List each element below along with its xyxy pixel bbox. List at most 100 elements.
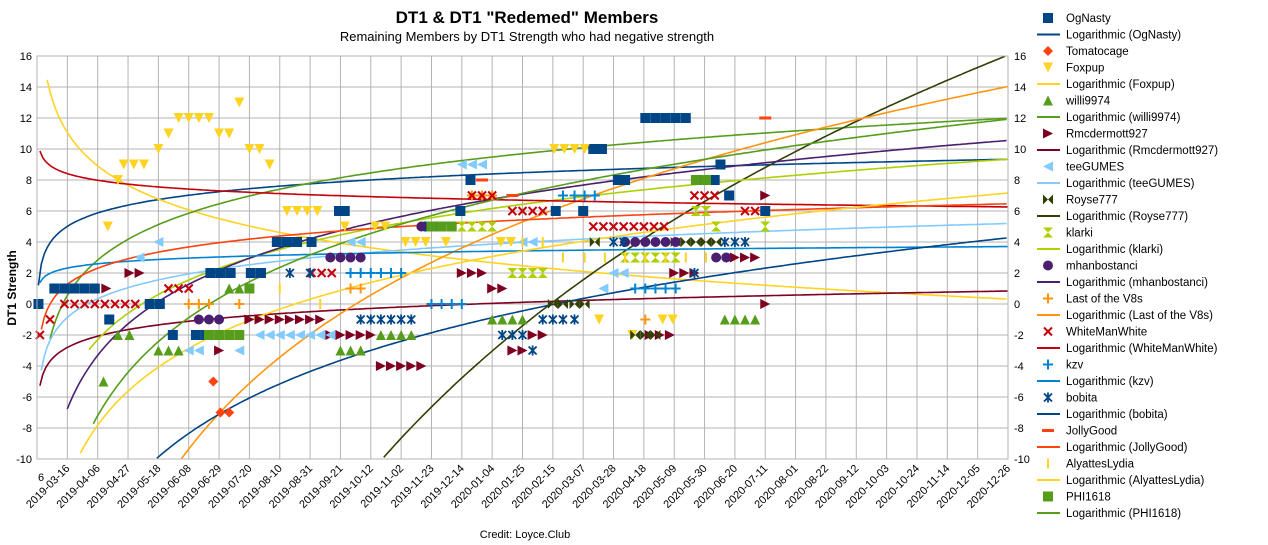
data-point-6-5 <box>630 330 641 340</box>
data-point-11-7 <box>436 299 447 309</box>
data-point-4-28 <box>517 345 528 356</box>
credit-text: Credit: Loyce.Club <box>480 529 571 541</box>
legend-label: Logarithmic (kzv) <box>1066 376 1154 388</box>
legend-entry-1: Logarithmic (OgNasty) <box>1037 30 1181 42</box>
data-point-2-1 <box>112 175 123 185</box>
legend-entry-11: Royse777 <box>1043 194 1118 207</box>
y-tick-label-left: -10 <box>16 454 32 466</box>
data-point-2-9 <box>193 113 204 123</box>
data-point-0-42 <box>760 206 771 216</box>
data-point-4-26 <box>497 283 508 294</box>
data-point-10-29 <box>649 221 659 232</box>
data-point-9-9 <box>640 314 651 325</box>
data-point-8-3 <box>325 252 336 263</box>
data-point-3-18 <box>507 314 518 325</box>
data-point-0-41 <box>724 190 735 201</box>
data-point-7-7 <box>537 268 548 278</box>
data-point-3-0 <box>98 376 109 387</box>
legend-label: teeGUMES <box>1066 162 1124 174</box>
legend-label: Logarithmic (Royse777) <box>1066 211 1188 223</box>
data-point-12-19 <box>720 237 730 247</box>
data-point-0-12 <box>205 268 216 278</box>
y-tick-label-left: 6 <box>26 206 32 218</box>
data-point-0-37 <box>680 113 691 123</box>
data-point-2-33 <box>579 144 590 154</box>
data-point-11-1 <box>355 268 366 278</box>
data-point-4-25 <box>487 283 498 294</box>
data-point-10-9 <box>130 299 140 309</box>
data-point-14-0 <box>278 283 281 294</box>
data-point-2-18 <box>292 206 303 216</box>
data-point-7-4 <box>507 268 518 278</box>
data-point-4-33 <box>664 330 675 340</box>
data-point-5-0 <box>134 252 145 263</box>
data-point-5-20 <box>608 268 619 278</box>
data-point-0-16 <box>255 268 266 278</box>
data-point-2-14 <box>244 144 255 154</box>
data-point-4-7 <box>274 314 285 325</box>
data-point-2-12 <box>224 128 235 139</box>
data-point-10-24 <box>598 221 609 232</box>
legend-label: Logarithmic (Last of the V8s) <box>1066 310 1213 322</box>
data-point-4-16 <box>365 330 376 340</box>
data-point-3-17 <box>497 314 508 325</box>
trendline-2 <box>49 117 1007 340</box>
data-point-0-29 <box>588 144 599 154</box>
data-point-8-2 <box>214 314 225 325</box>
data-point-6-1 <box>557 299 568 309</box>
data-point-5-2 <box>183 345 194 356</box>
data-point-9-0 <box>183 299 194 309</box>
y-tick-label-right: -8 <box>1014 423 1024 435</box>
data-point-0-34 <box>650 113 661 123</box>
data-point-7-1 <box>466 221 477 232</box>
data-point-7-6 <box>527 268 538 278</box>
data-point-2-11 <box>214 128 225 139</box>
data-point-3-13 <box>386 330 397 340</box>
data-point-10-1 <box>45 314 55 325</box>
legend-entry-15: mhanbostanci <box>1043 260 1138 273</box>
data-point-0-8 <box>154 299 165 309</box>
y-tick-label-left: 2 <box>26 268 32 280</box>
legend-marker-swatch <box>1043 227 1053 238</box>
data-point-9-1 <box>193 299 204 309</box>
y-tick-label-left: 14 <box>20 82 32 94</box>
data-point-8-6 <box>355 252 366 263</box>
data-point-2-15 <box>254 144 265 154</box>
data-point-0-26 <box>465 175 476 185</box>
data-point-15-8 <box>690 175 701 185</box>
data-point-4-4 <box>244 314 255 325</box>
y-tick-label-right: 0 <box>1014 299 1020 311</box>
y-tick-label-left: 8 <box>26 175 32 187</box>
data-point-5-7 <box>274 330 285 340</box>
data-point-4-6 <box>264 314 275 325</box>
data-point-4-19 <box>396 361 407 371</box>
data-point-7-13 <box>670 252 681 263</box>
data-point-5-9 <box>294 330 305 340</box>
legend-entry-6: Logarithmic (willi9974) <box>1037 112 1181 124</box>
legend-marker-swatch <box>1043 161 1053 172</box>
data-point-15-7 <box>446 221 457 232</box>
data-point-2-30 <box>549 144 560 154</box>
data-point-3-5 <box>173 345 184 356</box>
data-point-4-0 <box>101 283 112 294</box>
data-point-4-10 <box>305 314 316 325</box>
legend-marker-swatch <box>1043 13 1053 23</box>
legend-marker-swatch <box>1043 392 1053 403</box>
y-tick-label-left: -2 <box>22 330 32 342</box>
data-point-12-2 <box>356 314 366 325</box>
data-point-11-6 <box>426 299 437 309</box>
data-point-14-8 <box>644 252 647 263</box>
data-point-10-7 <box>110 299 120 309</box>
data-point-2-25 <box>410 237 421 247</box>
data-point-5-16 <box>466 159 477 170</box>
legend-label: Logarithmic (willi9974) <box>1066 112 1181 124</box>
data-point-0-21 <box>333 206 344 216</box>
plot-frame <box>36 55 1009 460</box>
data-point-4-9 <box>294 314 305 325</box>
data-point-2-13 <box>234 97 245 108</box>
data-point-4-21 <box>416 361 427 371</box>
trendline-1 <box>46 79 1007 300</box>
data-point-11-4 <box>386 268 397 278</box>
data-point-5-22 <box>598 283 609 294</box>
data-point-10-27 <box>629 221 639 232</box>
